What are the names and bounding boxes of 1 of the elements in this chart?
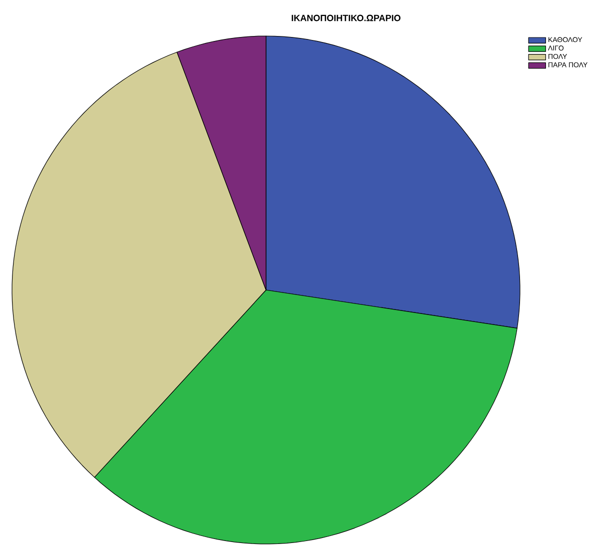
chart-title: ΙΚΑΝΟΠΟΙΗΤΙΚΟ.ΩΡΑΡΙΟ bbox=[292, 14, 400, 22]
